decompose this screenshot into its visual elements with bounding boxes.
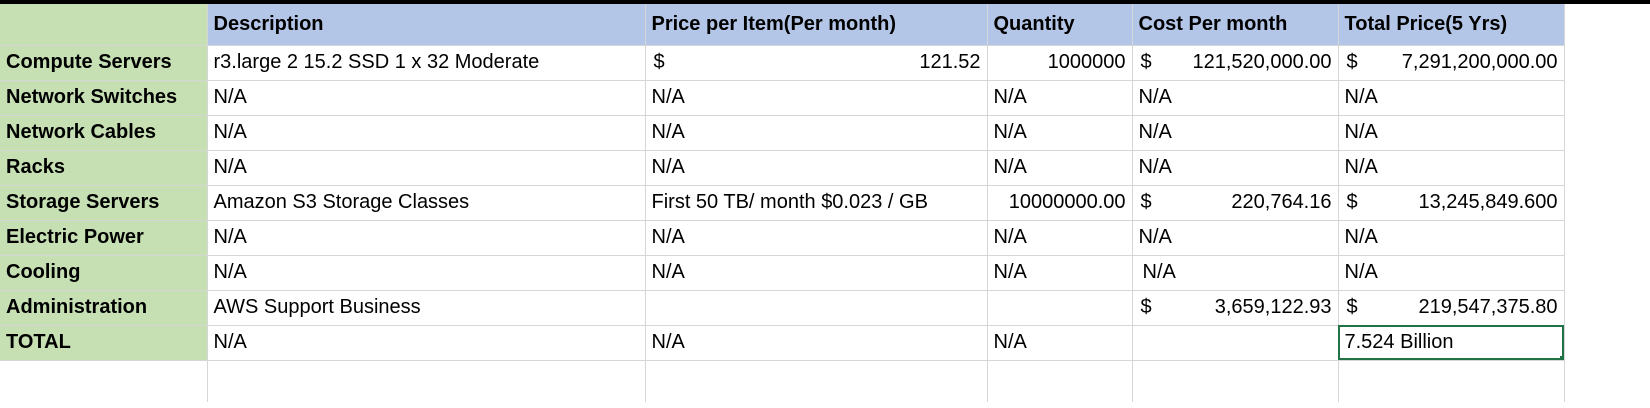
total-value: 13,245,849.600 [1418,191,1558,213]
total-value: 7.524 Billion [1344,331,1454,353]
description-cell[interactable]: N/A [207,255,646,291]
empty-row [0,360,1565,402]
empty-cell[interactable] [0,360,208,402]
header-description[interactable]: Description [207,4,646,46]
quantity-cell[interactable]: 10000000.00 [987,185,1133,221]
cost-cell[interactable]: $ 121,520,000.00 [1132,45,1339,81]
currency-symbol: $ [1140,191,1152,213]
row-label[interactable]: Racks [0,150,208,186]
cost-value: 121,520,000.00 [1192,51,1332,73]
header-quantity[interactable]: Quantity [987,4,1133,46]
currency-symbol: $ [1140,51,1152,73]
quantity-cell[interactable]: N/A [987,220,1133,256]
description-cell[interactable]: N/A [207,150,646,186]
cost-cell[interactable]: N/A [1132,150,1339,186]
cost-value: 220,764.16 [1231,191,1332,213]
empty-cell[interactable] [1132,360,1339,402]
quantity-cell[interactable]: 1000000 [987,45,1133,81]
price-cell[interactable]: N/A [645,115,988,151]
price-cell[interactable]: N/A [645,220,988,256]
total-cell[interactable]: $ 219,547,375.80 [1338,290,1565,326]
empty-cell[interactable] [987,360,1133,402]
row-label[interactable]: Network Cables [0,115,208,151]
table-row: Network Switches N/A N/A N/A N/A N/A [0,80,1565,116]
empty-cell[interactable] [645,360,988,402]
empty-cell[interactable] [1338,360,1565,402]
top-border [0,0,1650,4]
total-cell[interactable]: N/A [1338,255,1565,291]
total-cell[interactable]: N/A [1338,150,1565,186]
header-cost[interactable]: Cost Per month [1132,4,1339,46]
table-row: Racks N/A N/A N/A N/A N/A [0,150,1565,186]
description-cell[interactable]: N/A [207,220,646,256]
description-cell[interactable]: AWS Support Business [207,290,646,326]
price-cell[interactable]: N/A [645,325,988,361]
description-cell[interactable]: N/A [207,115,646,151]
cost-cell[interactable]: $ 220,764.16 [1132,185,1339,221]
header-total[interactable]: Total Price(5 Yrs) [1338,4,1565,46]
table-row: Network Cables N/A N/A N/A N/A N/A [0,115,1565,151]
price-cell[interactable]: First 50 TB/ month $0.023 / GB [645,185,988,221]
cost-cell[interactable]: N/A [1132,220,1339,256]
quantity-cell[interactable] [987,290,1133,326]
table-row: Compute Servers r3.large 2 15.2 SSD 1 x … [0,45,1565,81]
total-value: 7,291,200,000.00 [1401,51,1558,73]
quantity-cell[interactable]: N/A [987,325,1133,361]
cost-cell[interactable]: N/A [1132,80,1339,116]
cost-cell[interactable]: N/A [1132,115,1339,151]
total-cell[interactable]: N/A [1338,80,1565,116]
price-cell[interactable]: N/A [645,80,988,116]
row-label[interactable]: Network Switches [0,80,208,116]
row-label[interactable]: Compute Servers [0,45,208,81]
empty-cell[interactable] [207,360,646,402]
total-cell[interactable]: N/A [1338,220,1565,256]
total-cell[interactable]: $ 7,291,200,000.00 [1338,45,1565,81]
table-row: Administration AWS Support Business $ 3,… [0,290,1565,326]
description-cell[interactable]: r3.large 2 15.2 SSD 1 x 32 Moderate [207,45,646,81]
quantity-cell[interactable]: N/A [987,255,1133,291]
currency-symbol: $ [1346,191,1358,213]
header-label-cell[interactable] [0,4,208,46]
selected-total-cell[interactable]: 7.524 Billion [1338,325,1565,361]
table-row-total: TOTAL N/A N/A N/A 7.524 Billion [0,325,1565,361]
header-price[interactable]: Price per Item(Per month) [645,4,988,46]
total-cell[interactable]: $ 13,245,849.600 [1338,185,1565,221]
row-label[interactable]: Cooling [0,255,208,291]
spreadsheet-grid: Description Price per Item(Per month) Qu… [0,4,1565,402]
total-value: 219,547,375.80 [1418,296,1558,318]
currency-symbol: $ [1140,296,1152,318]
row-label[interactable]: TOTAL [0,325,208,361]
row-label[interactable]: Electric Power [0,220,208,256]
table-row: Cooling N/A N/A N/A N/A N/A [0,255,1565,291]
description-cell[interactable]: Amazon S3 Storage Classes [207,185,646,221]
quantity-cell[interactable]: N/A [987,150,1133,186]
row-label[interactable]: Storage Servers [0,185,208,221]
total-cell[interactable]: N/A [1338,115,1565,151]
row-label[interactable]: Administration [0,290,208,326]
description-cell[interactable]: N/A [207,325,646,361]
cost-cell[interactable]: $ 3,659,122.93 [1132,290,1339,326]
currency-symbol: $ [653,51,665,73]
header-row: Description Price per Item(Per month) Qu… [0,4,1565,46]
description-cell[interactable]: N/A [207,80,646,116]
cost-cell[interactable]: N/A [1132,255,1339,291]
table-row: Electric Power N/A N/A N/A N/A N/A [0,220,1565,256]
price-cell[interactable]: $ 121.52 [645,45,988,81]
currency-symbol: $ [1346,51,1358,73]
quantity-cell[interactable]: N/A [987,80,1133,116]
price-cell[interactable]: N/A [645,255,988,291]
cost-value: 3,659,122.93 [1214,296,1332,318]
cost-cell[interactable] [1132,325,1339,361]
currency-symbol: $ [1346,296,1358,318]
quantity-cell[interactable]: N/A [987,115,1133,151]
table-row: Storage Servers Amazon S3 Storage Classe… [0,185,1565,221]
price-value: 121.52 [919,51,981,73]
price-cell[interactable]: N/A [645,150,988,186]
fill-handle[interactable] [1559,355,1563,359]
price-cell[interactable] [645,290,988,326]
